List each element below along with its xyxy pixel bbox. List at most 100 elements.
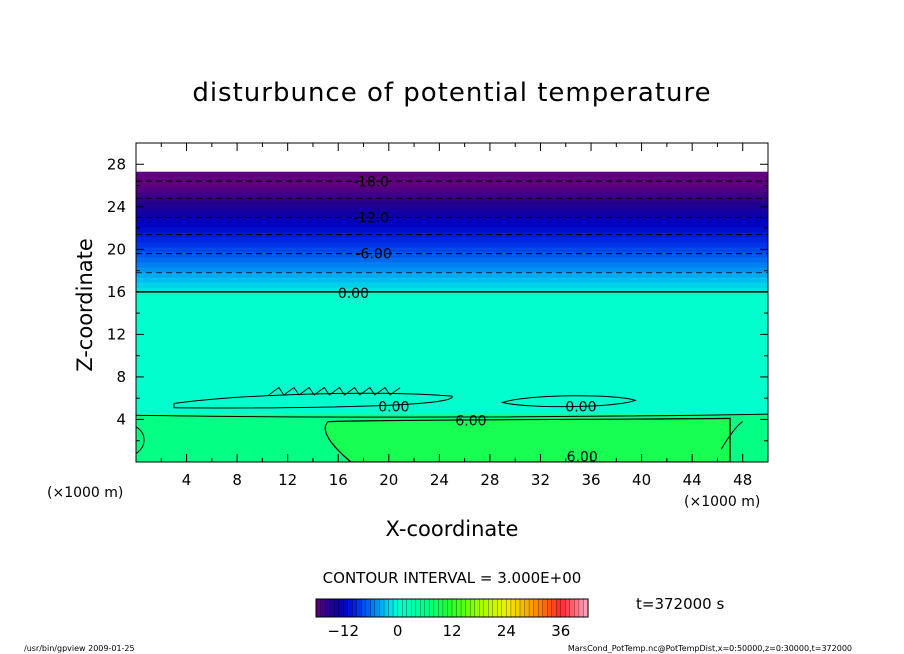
y-tick-label: 12: [107, 325, 126, 343]
colorbar-cell: [483, 598, 489, 618]
fill-band: [136, 201, 768, 208]
zero-loop: [500, 395, 637, 408]
y-tick-label: 4: [116, 410, 126, 428]
fill-band: [136, 251, 768, 258]
fill-band: [136, 236, 768, 243]
colorbar-cell: [524, 598, 530, 618]
colorbar-cell: [406, 598, 412, 618]
colorbar-cell: [551, 598, 557, 618]
x-axis-label: X-coordinate: [386, 517, 519, 541]
colorbar-cell: [469, 598, 476, 618]
contour-label: 6.00: [567, 450, 598, 466]
y-tick-label: 16: [107, 283, 126, 301]
contour-label: -6.00: [356, 247, 392, 263]
colorbar-cell: [488, 598, 494, 618]
colorbar-cell: [424, 598, 430, 618]
colorbar-cell: [547, 598, 553, 618]
fill-band: [136, 226, 768, 233]
time-label: t=372000 s: [636, 595, 724, 613]
colorbar-cell: [537, 598, 544, 618]
colorbar-cell: [497, 598, 503, 618]
colorbar-cell: [365, 598, 371, 618]
x-tick-label: 16: [329, 471, 348, 489]
colorbar-cell: [315, 598, 322, 618]
colorbar-cell: [492, 598, 498, 618]
y-axis-label: Z-coordinate: [73, 238, 97, 372]
x-tick-label: 20: [379, 471, 398, 489]
colorbar-frame: [315, 598, 589, 618]
edge-contour: [720, 421, 744, 450]
colorbar-tick-label: 12: [442, 622, 461, 640]
colorbar-cell: [352, 598, 358, 618]
colorbar-cell: [429, 598, 435, 618]
colorbar-cell: [356, 598, 362, 618]
x-tick-label: 40: [632, 471, 651, 489]
colorbar-cell: [460, 598, 467, 618]
colorbar-cell: [438, 598, 444, 618]
y-axis: 4 8 12 16 20 24 28: [107, 155, 768, 442]
fill-band: [136, 186, 768, 193]
fill-band: [136, 246, 768, 253]
fill-band: [136, 241, 768, 248]
fill-band: [136, 261, 768, 268]
plot-fill: [136, 171, 768, 462]
x-unit-left: (×1000 m): [47, 485, 123, 501]
contour-label: -18.0: [353, 174, 389, 190]
colorbar-cell: [578, 598, 585, 618]
fill-warm-pocket: [325, 418, 731, 462]
colorbar-cell: [343, 598, 349, 618]
colorbar-cell: [519, 598, 526, 618]
x-tick-label: 36: [581, 471, 600, 489]
colorbar-cell: [442, 598, 449, 618]
chart-title: disturbunce of potential temperature: [192, 78, 711, 108]
y-tick-label: 8: [116, 368, 126, 386]
colorbar-cell: [574, 598, 580, 618]
colorbar-cell: [420, 598, 426, 618]
x-unit-right: (×1000 m): [684, 494, 760, 510]
colorbar-cell: [542, 598, 548, 618]
colorbar-cell: [456, 598, 462, 618]
fill-band: [136, 191, 768, 198]
layer-contour: [136, 413, 768, 418]
colorbar-cell: [401, 598, 408, 618]
fill-band: [136, 281, 768, 288]
colorbar-cell: [533, 598, 539, 618]
contour-lines: [136, 180, 768, 462]
x-tick-label: 4: [182, 471, 192, 489]
x-axis: 4 8 12 16 20 24 28 32 36 40 44 48: [160, 143, 752, 489]
colorbar-cell: [474, 598, 480, 618]
colorbar: −12 0 12 24 36: [315, 598, 589, 640]
x-tick-label: 8: [232, 471, 242, 489]
x-tick-label: 12: [278, 471, 297, 489]
plot-frame: [135, 142, 769, 463]
colorbar-cell: [411, 598, 417, 618]
x-tick-label: 44: [683, 471, 702, 489]
contour-interval: CONTOUR INTERVAL = 3.000E+00: [323, 569, 582, 587]
colorbar-cell: [392, 598, 399, 618]
colorbar-cell: [506, 598, 512, 618]
colorbar-cell: [397, 598, 403, 618]
fill-band: [136, 206, 768, 213]
colorbar-cell: [374, 598, 381, 618]
y-tick-label: 20: [107, 240, 126, 258]
x-tick-label: 48: [733, 471, 752, 489]
colorbar-cell: [383, 598, 390, 618]
colorbar-cell: [320, 598, 326, 618]
colorbar-cell: [528, 598, 535, 618]
colorbar-tick-label: 24: [497, 622, 516, 640]
colorbar-cell: [324, 598, 331, 618]
noise-contour: [268, 386, 401, 396]
six-contour: [324, 417, 731, 462]
footer-left: /usr/bin/gpview 2009-01-25: [24, 644, 135, 653]
contour-label: 0.00: [565, 400, 596, 416]
colorbar-cell: [451, 598, 458, 618]
y-tick-label: 28: [107, 155, 126, 173]
colorbar-tick-label: 36: [551, 622, 570, 640]
colorbar-cell: [370, 598, 376, 618]
colorbar-cell: [338, 598, 344, 618]
colorbar-cell: [415, 598, 421, 618]
colorbar-cell: [329, 598, 335, 618]
colorbar-cell: [379, 598, 385, 618]
fill-band: [136, 196, 768, 203]
